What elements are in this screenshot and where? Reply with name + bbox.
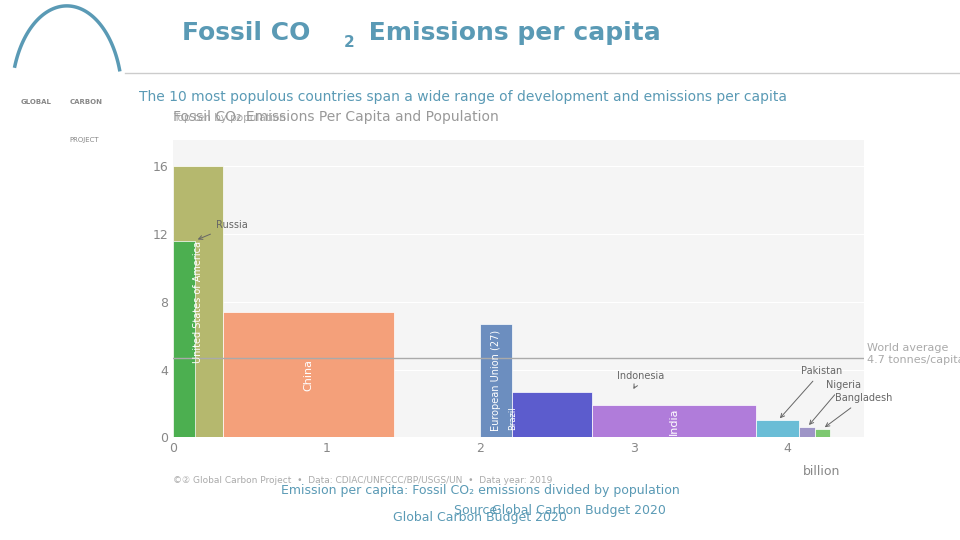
Text: Top ten by population: Top ten by population: [173, 112, 286, 123]
Text: Bangladesh: Bangladesh: [826, 394, 892, 427]
Text: PROJECT: PROJECT: [70, 137, 100, 143]
Bar: [592, 405, 756, 437]
Bar: [480, 323, 513, 437]
Text: World average
4.7 tonnes/capita: World average 4.7 tonnes/capita: [867, 343, 960, 365]
Text: Global Carbon Budget 2020: Global Carbon Budget 2020: [393, 511, 567, 524]
Bar: [173, 166, 224, 437]
Bar: [800, 427, 815, 437]
Text: Emission per capita: Fossil CO₂ emissions divided by population: Emission per capita: Fossil CO₂ emission…: [280, 484, 680, 497]
Text: billion: billion: [803, 464, 840, 477]
Text: 2: 2: [344, 35, 354, 50]
Text: Fossil CO₂ Emissions Per Capita and Population: Fossil CO₂ Emissions Per Capita and Popu…: [173, 110, 498, 124]
Bar: [173, 240, 195, 437]
Text: Russia: Russia: [199, 220, 248, 239]
Text: Emissions per capita: Emissions per capita: [360, 21, 660, 45]
Text: Brazil: Brazil: [509, 406, 517, 430]
Text: India: India: [669, 408, 680, 435]
Bar: [513, 392, 592, 437]
Text: China: China: [303, 359, 314, 390]
Text: Global Carbon Budget 2020: Global Carbon Budget 2020: [492, 504, 666, 517]
Text: GLOBAL: GLOBAL: [20, 99, 51, 105]
Text: ©② Global Carbon Project  •  Data: CDIAC/UNFCCC/BP/USGS/UN  •  Data year: 2019: ©② Global Carbon Project • Data: CDIAC/U…: [173, 476, 552, 485]
Text: Indonesia: Indonesia: [616, 372, 664, 388]
Text: CARBON: CARBON: [70, 99, 103, 105]
Bar: [756, 421, 800, 437]
Text: The 10 most populous countries span a wide range of development and emissions pe: The 10 most populous countries span a wi…: [139, 90, 787, 104]
Text: Source:: Source:: [454, 504, 506, 517]
Text: Pakistan: Pakistan: [780, 366, 842, 417]
Bar: [815, 429, 830, 437]
Text: European Union (27): European Union (27): [492, 330, 501, 431]
Text: Fossil CO: Fossil CO: [182, 21, 311, 45]
Bar: [513, 399, 544, 437]
Text: United States of America: United States of America: [193, 241, 204, 363]
Text: Nigeria: Nigeria: [809, 380, 860, 424]
Bar: [224, 312, 394, 437]
